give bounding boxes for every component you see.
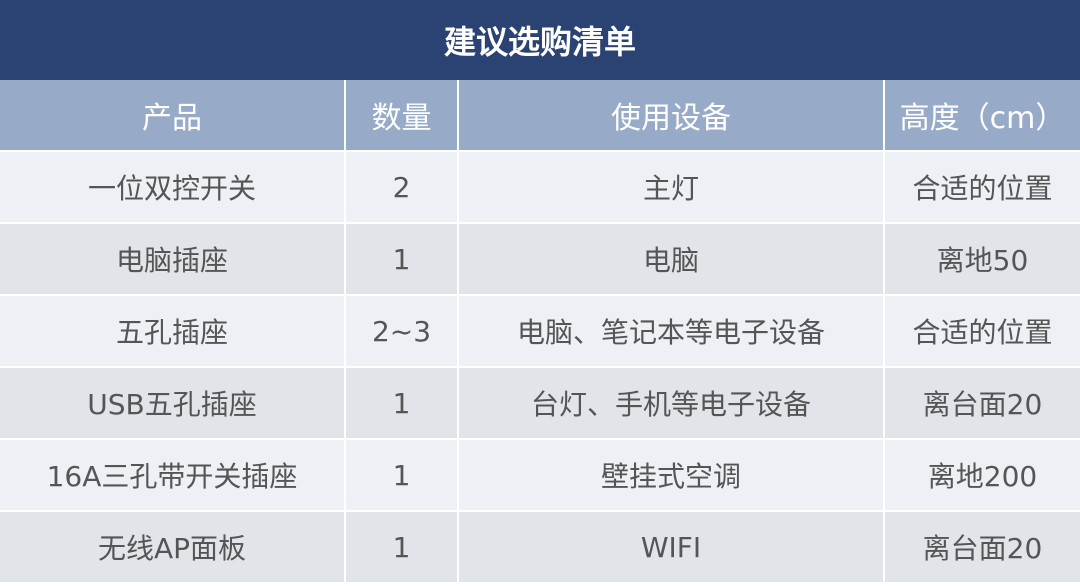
- height-cell: 合适的位置: [883, 150, 1080, 224]
- header-height: 高度（cm）: [883, 80, 1080, 152]
- product-cell: 五孔插座: [0, 294, 346, 368]
- product-cell: 无线AP面板: [0, 510, 346, 584]
- device-cell: 台灯、手机等电子设备: [457, 366, 885, 440]
- table-row: 无线AP面板 1 WIFI 离台面20: [0, 510, 1080, 584]
- quantity-cell: 1: [344, 510, 459, 584]
- height-cell: 离台面20: [883, 366, 1080, 440]
- table-row: 一位双控开关 2 主灯 合适的位置: [0, 150, 1080, 224]
- shopping-list-table: 产品 数量 使用设备 高度（cm） 一位双控开关 2 主灯 合适的位置 电脑插座 1 电脑离…: [0, 80, 1080, 584]
- table-row: USB五孔插座 1 台灯、手机等电子设备 离台面20: [0, 366, 1080, 440]
- device-cell: 壁挂式空调: [457, 438, 885, 512]
- quantity-cell: 1: [344, 222, 459, 296]
- header-quantity: 数量: [344, 80, 459, 152]
- product-cell: USB五孔插座: [0, 366, 346, 440]
- quantity-cell: 1: [344, 366, 459, 440]
- device-cell: 电脑: [457, 222, 885, 296]
- height-cell: 离地200: [883, 438, 1080, 512]
- table-row: 五孔插座 2~3 电脑、笔记本等电子设备 合适的位置: [0, 294, 1080, 368]
- product-cell: 16A三孔带开关插座: [0, 438, 346, 512]
- device-cell: 电脑、笔记本等电子设备: [457, 294, 885, 368]
- device-cell: WIFI: [457, 510, 885, 584]
- height-cell: 离台面20: [883, 510, 1080, 584]
- quantity-cell: 2: [344, 150, 459, 224]
- header-row: 产品 数量 使用设备 高度（cm）: [0, 80, 1080, 152]
- quantity-cell: 2~3: [344, 294, 459, 368]
- product-cell: 电脑插座: [0, 222, 346, 296]
- device-cell: 主灯: [457, 150, 885, 224]
- header-product: 产品: [0, 80, 346, 152]
- height-cell: 合适的位置: [883, 294, 1080, 368]
- table-title: 建议选购清单: [0, 0, 1080, 80]
- table-row: 电脑插座 1 电脑 离地50: [0, 222, 1080, 296]
- product-cell: 一位双控开关: [0, 150, 346, 224]
- table-row: 16A三孔带开关插座 1 壁挂式空调 离地200: [0, 438, 1080, 512]
- height-cell: 离地50: [883, 222, 1080, 296]
- header-device: 使用设备: [457, 80, 885, 152]
- quantity-cell: 1: [344, 438, 459, 512]
